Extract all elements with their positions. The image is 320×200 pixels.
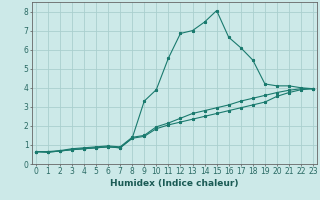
X-axis label: Humidex (Indice chaleur): Humidex (Indice chaleur)	[110, 179, 239, 188]
